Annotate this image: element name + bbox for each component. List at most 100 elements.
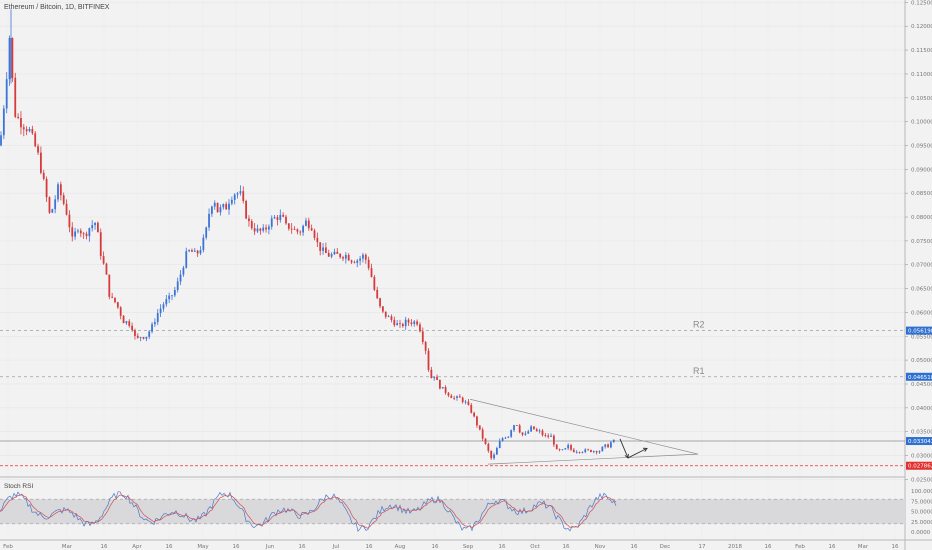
- candle-body: [467, 401, 470, 405]
- candle-body: [159, 308, 162, 314]
- candle-body: [199, 250, 202, 254]
- candle-body: [373, 276, 376, 290]
- candle-body: [530, 426, 532, 432]
- x-tick-label: May: [197, 544, 209, 550]
- candle-body: [458, 396, 461, 398]
- candle-body: [165, 299, 168, 305]
- x-tick-label: Feb: [3, 544, 13, 550]
- candle-body: [299, 231, 302, 233]
- candle-body: [547, 435, 550, 437]
- osc-tick-label: 50.0000: [911, 510, 932, 516]
- candle-body: [515, 425, 518, 426]
- price-badge-label: 0.056198: [908, 329, 932, 335]
- osc-tick-label: 75.0000: [911, 499, 932, 505]
- candle-body: [293, 229, 296, 230]
- candle-body: [535, 429, 538, 432]
- y-tick-label: 0.110000: [911, 72, 932, 78]
- x-tick-label: 16: [892, 544, 899, 550]
- candle-body: [42, 172, 45, 179]
- price-badges: 0.056198 0.046518 0.033043 0.027862: [906, 326, 932, 470]
- y-tick-label: 0.090000: [911, 167, 932, 173]
- candle-body: [550, 435, 552, 437]
- y-tick-label: 0.105000: [911, 96, 932, 102]
- candle-body: [22, 127, 25, 130]
- candle-body: [376, 289, 379, 299]
- stoch-rsi-pane[interactable]: [0, 491, 905, 532]
- x-tick-label: Oct: [530, 544, 540, 550]
- candle-body: [382, 306, 384, 312]
- triangle-upper: [469, 398, 699, 455]
- candle-body: [544, 435, 547, 436]
- candle-body: [441, 387, 444, 389]
- y-tick-label: 0.095000: [911, 143, 932, 149]
- candle-body: [276, 217, 279, 221]
- candle-body: [287, 223, 290, 229]
- candle-body: [387, 316, 390, 318]
- y-tick-label: 0.025000: [911, 477, 932, 483]
- candle-body: [125, 321, 128, 324]
- candle-body: [416, 321, 418, 325]
- candle-body: [68, 214, 71, 228]
- candle-body: [322, 247, 324, 251]
- candle-body: [584, 449, 587, 453]
- time-axis[interactable]: Feb Mar 16 Apr 16 May 16 Jun 16 Jul 16 Aug 16 Sep 16 Oc…: [3, 544, 899, 550]
- x-tick-label: 16: [166, 544, 173, 550]
- candle-body: [245, 200, 247, 219]
- candle-body: [413, 321, 416, 324]
- candle-body: [5, 79, 8, 109]
- candle-body: [211, 206, 213, 214]
- candle-body: [65, 203, 68, 215]
- candle-body: [541, 430, 544, 436]
- candle-body: [11, 38, 14, 78]
- candle-body: [496, 448, 498, 455]
- candle-body: [20, 117, 22, 128]
- candle-body: [250, 221, 253, 229]
- y-tick-label: 0.045000: [911, 382, 932, 388]
- candle-body: [359, 258, 361, 261]
- candle-body: [313, 230, 316, 238]
- candle-body: [256, 228, 259, 232]
- candle-body: [504, 437, 507, 439]
- candle-body: [572, 449, 575, 453]
- candle-body: [233, 194, 236, 200]
- candle-body: [461, 397, 464, 403]
- candle-body: [185, 251, 188, 268]
- candle-body: [453, 397, 456, 399]
- candle-body: [447, 392, 450, 396]
- candle-body: [367, 259, 370, 269]
- price-axis[interactable]: 0.125000 0.120000 0.115000 0.110000 0.105000…: [905, 0, 932, 483]
- x-tick-label: Jul: [332, 544, 340, 550]
- candle-body: [196, 250, 199, 254]
- y-tick-label: 0.035000: [911, 430, 932, 436]
- candle-body: [590, 449, 592, 452]
- candle-body: [333, 251, 336, 255]
- candle-body: [45, 178, 48, 198]
- candle-body: [25, 129, 28, 132]
- price-badge-label: 0.027862: [908, 464, 932, 470]
- candle-body: [401, 323, 404, 327]
- y-tick-label: 0.085000: [911, 191, 932, 197]
- candle-body: [607, 444, 609, 448]
- osc-tick-label: 0.0000: [911, 530, 931, 536]
- candle-body: [507, 436, 510, 438]
- candle-body: [191, 250, 193, 252]
- x-tick-label: 16: [366, 544, 373, 550]
- candle-body: [282, 214, 285, 217]
- candle-body: [85, 233, 88, 237]
- projection-arrow-up-head: [642, 447, 648, 452]
- candle-body: [521, 432, 524, 435]
- candle-body: [564, 448, 567, 450]
- candle-body: [71, 227, 74, 237]
- y-tick-label: 0.115000: [911, 48, 932, 54]
- candle-body: [424, 341, 427, 351]
- price-badge: [906, 437, 932, 446]
- candle-body: [362, 254, 364, 259]
- y-tick-label: 0.040000: [911, 406, 932, 412]
- candle-body: [79, 230, 82, 234]
- candle-body: [154, 322, 156, 325]
- candle-body: [478, 425, 481, 430]
- candle-body: [330, 254, 333, 257]
- projection-arrow-down: [619, 438, 629, 459]
- triangle-lower: [487, 453, 699, 465]
